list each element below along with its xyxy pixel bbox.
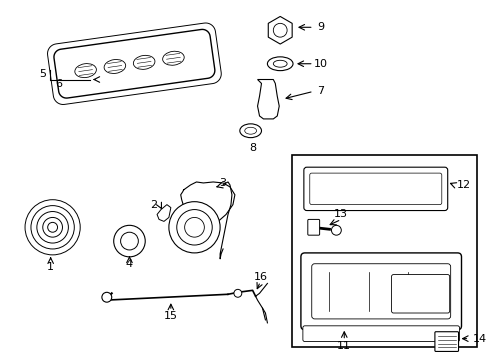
Text: 9: 9 bbox=[316, 22, 324, 32]
Text: 14: 14 bbox=[471, 334, 486, 344]
Text: 5: 5 bbox=[39, 69, 46, 78]
Bar bbox=[291, 156, 476, 347]
FancyBboxPatch shape bbox=[302, 326, 459, 342]
Ellipse shape bbox=[163, 51, 184, 65]
Text: 13: 13 bbox=[334, 210, 347, 220]
Text: 8: 8 bbox=[248, 144, 256, 153]
FancyBboxPatch shape bbox=[300, 253, 461, 330]
Polygon shape bbox=[157, 204, 170, 221]
Circle shape bbox=[233, 289, 241, 297]
Ellipse shape bbox=[104, 59, 125, 73]
Ellipse shape bbox=[239, 124, 261, 138]
FancyBboxPatch shape bbox=[309, 173, 441, 204]
FancyBboxPatch shape bbox=[391, 275, 449, 313]
Text: 4: 4 bbox=[125, 259, 133, 269]
Circle shape bbox=[273, 23, 286, 37]
Text: 16: 16 bbox=[253, 271, 267, 282]
Polygon shape bbox=[54, 30, 214, 98]
Text: 11: 11 bbox=[337, 341, 350, 351]
Ellipse shape bbox=[133, 55, 155, 69]
Circle shape bbox=[114, 225, 145, 257]
Circle shape bbox=[121, 232, 138, 250]
Text: 12: 12 bbox=[456, 180, 470, 190]
Text: 1: 1 bbox=[47, 262, 54, 272]
Circle shape bbox=[184, 217, 204, 237]
Text: 15: 15 bbox=[163, 311, 178, 321]
Ellipse shape bbox=[267, 57, 292, 71]
Text: 2: 2 bbox=[150, 200, 157, 210]
Circle shape bbox=[176, 210, 212, 245]
Polygon shape bbox=[257, 80, 279, 119]
FancyBboxPatch shape bbox=[307, 219, 319, 235]
FancyBboxPatch shape bbox=[434, 332, 458, 351]
Ellipse shape bbox=[75, 64, 96, 78]
Ellipse shape bbox=[244, 127, 256, 134]
FancyBboxPatch shape bbox=[311, 264, 450, 319]
Text: 3: 3 bbox=[219, 178, 226, 188]
Text: 10: 10 bbox=[313, 59, 327, 69]
Text: 7: 7 bbox=[316, 86, 324, 96]
Ellipse shape bbox=[273, 60, 286, 67]
Text: 6: 6 bbox=[55, 80, 62, 89]
Circle shape bbox=[331, 225, 341, 235]
Circle shape bbox=[168, 202, 220, 253]
FancyBboxPatch shape bbox=[303, 167, 447, 211]
Circle shape bbox=[102, 292, 112, 302]
